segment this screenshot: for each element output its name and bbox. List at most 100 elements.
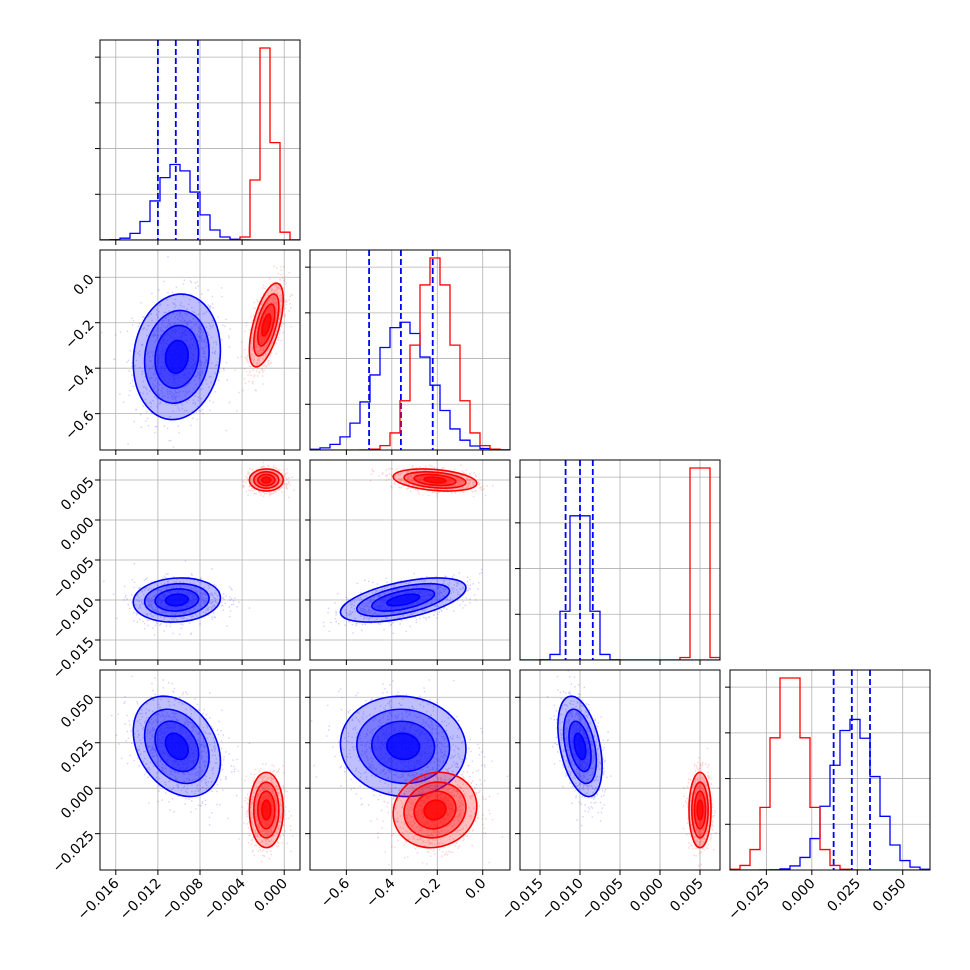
histogram-series-1 [310,257,510,450]
scatter-series-0 [111,675,251,826]
y-tick-label: −0.010 [50,594,98,642]
contour-series-0 [371,720,436,773]
panel-3-2: −0.015−0.010−0.005 0.000 0.005 [499,669,721,924]
contour-series-0 [339,577,467,623]
contour-series-1 [413,473,457,487]
contour-series-0 [143,309,210,404]
contour-series-0 [154,720,200,773]
panel-frame [309,669,511,871]
panel-1-0: −0.6 −0.4 −0.2 0.0 [62,249,301,455]
y-tick-label: −0.025 [50,828,98,876]
contour-series-1 [693,790,707,830]
x-tick-label: −0.4 [363,875,398,910]
contour-series-1 [403,781,467,839]
panel-content [310,250,510,450]
x-tick-label: −0.008 [159,876,207,924]
x-tick-label: 0.000 [251,876,291,916]
x-tick-label: −0.025 [725,876,773,924]
panel-3-0: −0.025 0.000 0.025 0.050 −0.016−0.012−0.008−… [50,669,301,924]
histogram-series-1 [730,677,930,870]
scatter-series-0 [310,679,509,827]
contour-series-1 [392,771,478,849]
contour-series-0 [132,577,222,623]
contour-series-0 [154,324,200,389]
contour-series-0 [132,695,222,798]
y-tick-label: −0.4 [62,362,97,397]
contour-series-1 [403,471,467,489]
panel-3-3: −0.025 0.000 0.025 0.050 [725,669,931,924]
density-fill [697,800,703,820]
x-tick-label: −0.004 [201,875,249,923]
x-tick-label: 0.000 [779,876,819,916]
y-tick-label: −0.015 [50,634,98,682]
contour-series-0 [164,732,190,761]
contour-series-0 [164,593,190,607]
panel-content [100,250,300,450]
y-tick-label: −0.005 [50,554,98,602]
contour-series-1 [248,771,285,849]
contour-series-1 [261,476,272,484]
panel-content [310,460,510,660]
density-fill [386,733,420,760]
x-tick-label: 0.0 [462,876,489,903]
x-tick-label: −0.6 [318,875,353,910]
histogram-series-1 [520,467,720,660]
contour-series-0 [132,293,222,421]
x-tick-label: −0.010 [539,876,587,924]
x-tick-label: −0.016 [75,875,123,923]
density-fill [165,340,189,374]
density-fill [165,594,189,606]
panel-content [520,460,720,660]
panel-content [100,460,300,660]
x-tick-label: −0.015 [499,876,547,924]
density-fill [386,594,420,606]
contour-series-1 [252,293,280,357]
y-tick-label: 0.000 [58,514,98,554]
contour-series-0 [557,695,603,798]
contour-series-1 [423,799,447,821]
panel-2-1 [305,459,511,665]
x-tick-label: −0.012 [117,876,165,924]
panel-0-0 [95,39,301,245]
panel-frame [99,39,301,241]
y-tick-label: 0.025 [58,737,98,777]
contour-series-1 [688,771,712,849]
contour-series-1 [691,781,709,839]
y-tick-label: −0.6 [62,408,97,443]
contour-series-1 [261,313,272,337]
panel-content [100,670,300,870]
contour-series-0 [573,732,587,761]
contour-series-1 [423,476,447,484]
contour-series-0 [386,732,421,761]
panel-2-2 [515,459,721,665]
x-tick-label: 0.025 [824,876,864,916]
x-tick-label: 0.005 [667,876,707,916]
contour-series-0 [164,339,190,374]
contour-series-0 [386,593,421,607]
histogram-series-0 [310,321,510,450]
panel-frame [99,249,301,451]
contour-series-1 [413,790,457,830]
contour-series-1 [248,468,285,492]
contour-series-1 [696,799,704,821]
y-tick-label: 0.050 [58,692,98,732]
contour-series-1 [252,471,280,489]
panel-frame [309,459,511,661]
contour-series-0 [562,708,598,785]
contour-series-0 [371,588,436,612]
contour-series-0 [143,582,210,618]
contour-series-1 [257,303,276,347]
density-fill [424,800,446,820]
contour-series-1 [257,790,276,830]
contour-series-0 [568,720,592,773]
contour-series-0 [356,582,451,618]
y-tick-label: 0.005 [58,474,98,514]
y-tick-label: −0.2 [62,317,97,352]
contour-series-1 [257,473,276,487]
panel-frame [99,669,301,871]
contour-series-1 [392,468,478,492]
x-tick-label: −0.2 [409,876,444,911]
